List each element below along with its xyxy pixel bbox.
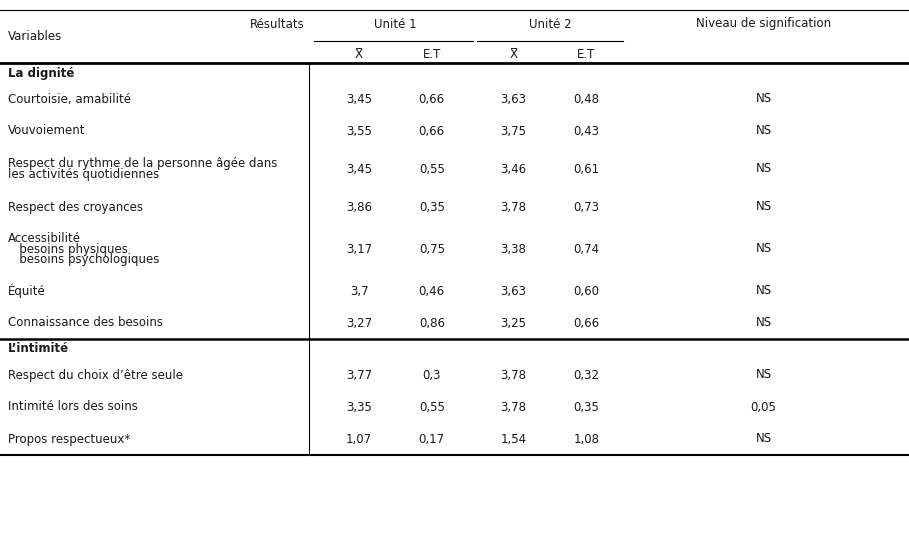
Text: 0,55: 0,55 [419, 401, 445, 413]
Text: 3,63: 3,63 [501, 285, 526, 297]
Text: 0,05: 0,05 [751, 401, 776, 413]
Text: 3,25: 3,25 [501, 316, 526, 330]
Text: 0,61: 0,61 [574, 163, 599, 176]
Text: X̅: X̅ [355, 47, 363, 61]
Text: Variables: Variables [8, 30, 62, 42]
Text: 3,45: 3,45 [346, 92, 372, 105]
Text: X̅: X̅ [510, 47, 517, 61]
Text: 3,35: 3,35 [346, 401, 372, 413]
Text: 1,07: 1,07 [346, 432, 372, 446]
Text: NS: NS [755, 285, 772, 297]
Text: 0,55: 0,55 [419, 163, 445, 176]
Text: Courtoisie, amabilité: Courtoisie, amabilité [8, 92, 131, 105]
Text: 0,66: 0,66 [419, 125, 445, 137]
Text: Vouvoiement: Vouvoiement [8, 125, 85, 137]
Text: 0,35: 0,35 [574, 401, 599, 413]
Text: besoins psychologiques: besoins psychologiques [8, 253, 159, 266]
Text: 0,75: 0,75 [419, 243, 445, 256]
Text: 0,86: 0,86 [419, 316, 445, 330]
Text: 1,54: 1,54 [501, 432, 526, 446]
Text: NS: NS [755, 163, 772, 176]
Text: Respect du choix d’être seule: Respect du choix d’être seule [8, 368, 183, 381]
Text: 0,32: 0,32 [574, 368, 599, 381]
Text: Accessibilité: Accessibilité [8, 231, 81, 244]
Text: Connaissance des besoins: Connaissance des besoins [8, 316, 163, 330]
Text: 0,73: 0,73 [574, 200, 599, 214]
Text: La dignité: La dignité [8, 67, 75, 79]
Text: 0,66: 0,66 [419, 92, 445, 105]
Text: 3,75: 3,75 [501, 125, 526, 137]
Text: Respect des croyances: Respect des croyances [8, 200, 143, 214]
Text: NS: NS [755, 92, 772, 105]
Text: Propos respectueux*: Propos respectueux* [8, 432, 130, 446]
Text: 3,27: 3,27 [346, 316, 372, 330]
Text: NS: NS [755, 368, 772, 381]
Text: 0,43: 0,43 [574, 125, 599, 137]
Text: 3,46: 3,46 [501, 163, 526, 176]
Text: NS: NS [755, 316, 772, 330]
Text: E.T: E.T [577, 47, 595, 61]
Text: 3,63: 3,63 [501, 92, 526, 105]
Text: NS: NS [755, 432, 772, 446]
Text: Intimité lors des soins: Intimité lors des soins [8, 401, 138, 413]
Text: 0,74: 0,74 [574, 243, 599, 256]
Text: 3,78: 3,78 [501, 200, 526, 214]
Text: 3,86: 3,86 [346, 200, 372, 214]
Text: 1,08: 1,08 [574, 432, 599, 446]
Text: Unité 2: Unité 2 [529, 18, 571, 31]
Text: 0,66: 0,66 [574, 316, 599, 330]
Text: 0,3: 0,3 [423, 368, 441, 381]
Text: Résultats: Résultats [250, 18, 305, 31]
Text: 0,48: 0,48 [574, 92, 599, 105]
Text: besoins physiques: besoins physiques [8, 243, 128, 256]
Text: 3,38: 3,38 [501, 243, 526, 256]
Text: 3,45: 3,45 [346, 163, 372, 176]
Text: Équité: Équité [8, 284, 45, 298]
Text: NS: NS [755, 200, 772, 214]
Text: 3,17: 3,17 [346, 243, 372, 256]
Text: E.T: E.T [423, 47, 441, 61]
Text: 3,77: 3,77 [346, 368, 372, 381]
Text: les activités quotidiennes: les activités quotidiennes [8, 168, 159, 181]
Text: 0,60: 0,60 [574, 285, 599, 297]
Text: 3,78: 3,78 [501, 401, 526, 413]
Text: 3,55: 3,55 [346, 125, 372, 137]
Text: Unité 1: Unité 1 [375, 18, 416, 31]
Text: NS: NS [755, 243, 772, 256]
Text: NS: NS [755, 125, 772, 137]
Text: 0,17: 0,17 [419, 432, 445, 446]
Text: Niveau de signification: Niveau de signification [696, 18, 831, 31]
Text: Respect du rythme de la personne âgée dans: Respect du rythme de la personne âgée da… [8, 157, 277, 170]
Text: 0,46: 0,46 [419, 285, 445, 297]
Text: 3,7: 3,7 [350, 285, 368, 297]
Text: 3,78: 3,78 [501, 368, 526, 381]
Text: 0,35: 0,35 [419, 200, 445, 214]
Text: L’intimité: L’intimité [8, 343, 69, 355]
